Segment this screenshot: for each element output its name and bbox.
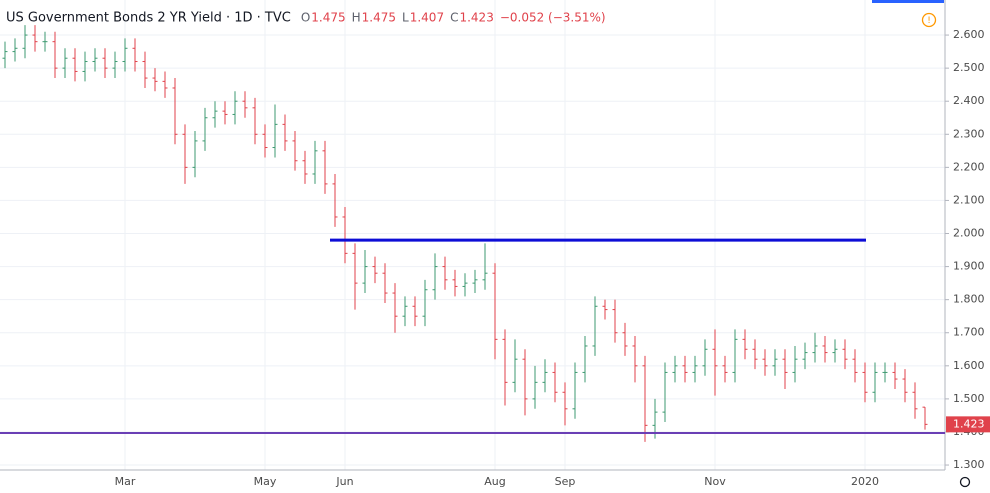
- last-price-box: [946, 416, 990, 433]
- y-tick-label: 2.600: [953, 28, 985, 41]
- y-tick-label: 2.500: [953, 61, 985, 74]
- x-tick-label: Nov: [704, 475, 726, 488]
- header: US Government Bonds 2 YR Yield · 1D · TV…: [6, 11, 606, 26]
- y-tick-label: 2.100: [953, 193, 985, 206]
- legend-value: 1.423: [459, 11, 493, 25]
- y-tick-label: 1.500: [953, 392, 985, 405]
- legend-key: C: [450, 11, 458, 25]
- chart-title: US Government Bonds 2 YR Yield · 1D · TV…: [6, 11, 291, 26]
- y-tick-label: 1.700: [953, 326, 985, 339]
- y-tick-label: 2.000: [953, 227, 985, 240]
- legend-key: O: [301, 11, 310, 25]
- y-tick-label: 2.300: [953, 127, 985, 140]
- x-tick-label: Sep: [555, 475, 576, 488]
- legend-key: H: [352, 11, 361, 25]
- y-tick-label: 2.200: [953, 160, 985, 173]
- y-tick-label: 1.800: [953, 293, 985, 306]
- x-tick-label: Aug: [484, 475, 505, 488]
- y-tick-label: 1.600: [953, 359, 985, 372]
- alert-icon[interactable]: [921, 12, 937, 28]
- top-bar: [872, 0, 944, 3]
- legend-value: 1.475: [311, 11, 345, 25]
- x-tick-label: 2020: [851, 475, 879, 488]
- y-tick-label: 1.300: [953, 458, 985, 471]
- bars: [2, 25, 928, 442]
- settings-icon[interactable]: [959, 476, 971, 488]
- legend-change: −0.052 (−3.51%): [500, 11, 606, 25]
- legend-value: 1.475: [362, 11, 396, 25]
- x-tick-label: Mar: [115, 475, 136, 488]
- x-tick-label: Jun: [335, 475, 353, 488]
- last-price-label: 1.423: [953, 417, 985, 430]
- legend-value: 1.407: [410, 11, 444, 25]
- y-tick-label: 2.400: [953, 94, 985, 107]
- alert-icon-mark: !: [927, 16, 931, 26]
- x-tick-label: May: [254, 475, 277, 488]
- legend-key: L: [402, 11, 409, 25]
- y-tick-label: 1.900: [953, 260, 985, 273]
